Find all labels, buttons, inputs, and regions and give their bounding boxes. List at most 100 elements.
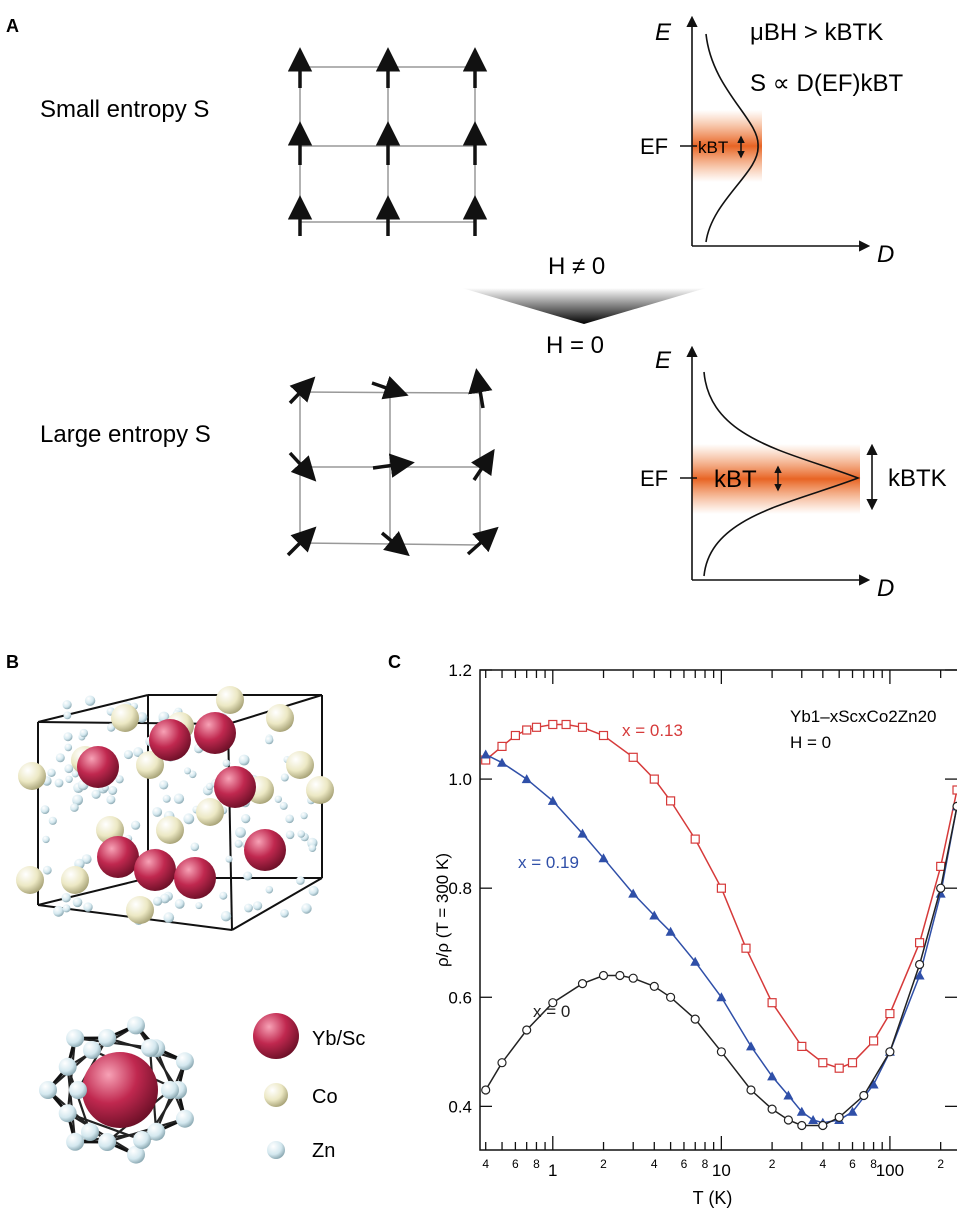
co-atom bbox=[286, 751, 314, 779]
zn-atom bbox=[243, 871, 253, 881]
panel-b-label: B bbox=[6, 652, 19, 672]
zn-atom bbox=[159, 780, 169, 790]
data-point bbox=[522, 1025, 532, 1035]
data-point bbox=[522, 725, 532, 735]
zn-atom bbox=[42, 865, 52, 875]
crystal-structure bbox=[16, 686, 334, 931]
zn-atom bbox=[53, 905, 64, 917]
data-point bbox=[548, 998, 558, 1008]
co-atom bbox=[136, 751, 164, 779]
zn-atom bbox=[235, 827, 246, 838]
zn-atom bbox=[265, 735, 274, 745]
zn-atom bbox=[301, 903, 312, 914]
data-point bbox=[796, 1106, 807, 1116]
field-zero-label: H = 0 bbox=[546, 332, 604, 359]
data-point bbox=[859, 1090, 869, 1101]
data-point bbox=[481, 1085, 491, 1095]
x-tick-label: 10 bbox=[712, 1161, 731, 1180]
x-tick-label: 6 bbox=[849, 1157, 856, 1171]
plot-frame bbox=[479, 669, 957, 1151]
atom-legend: Yb/Sc Co Zn bbox=[253, 1013, 365, 1162]
data-point bbox=[914, 970, 925, 980]
data-point bbox=[746, 1085, 756, 1095]
data-point bbox=[716, 1047, 727, 1057]
zn-atom bbox=[173, 793, 185, 804]
yb-sc-atom bbox=[77, 746, 119, 788]
zn-atom bbox=[42, 835, 50, 844]
data-point bbox=[914, 938, 925, 948]
zn-atom bbox=[219, 891, 228, 900]
cage-center-yb bbox=[82, 1052, 158, 1128]
x-tick-label: 8 bbox=[702, 1157, 709, 1171]
x-tick-label: 2 bbox=[937, 1157, 944, 1171]
panel-a: A Small entropy S Large entropy S bbox=[6, 15, 947, 602]
yb-sc-atom bbox=[244, 829, 286, 871]
data-point bbox=[936, 861, 946, 872]
data-point bbox=[797, 1120, 807, 1131]
panel-c-label: C bbox=[388, 652, 401, 672]
thermal-energy-label: kBT bbox=[714, 466, 757, 493]
zn-atom bbox=[72, 794, 83, 806]
dos-diagram-polarized: μBH > kBTK S ∝ D(EF)kBT E D EF kBT bbox=[640, 15, 903, 268]
data-point bbox=[936, 883, 946, 893]
zn-atom bbox=[62, 904, 71, 913]
zn-atom bbox=[83, 902, 93, 912]
data-point bbox=[767, 1071, 778, 1081]
yb-sc-atom bbox=[149, 719, 191, 761]
zn-atom bbox=[184, 767, 191, 775]
zn-atom bbox=[71, 770, 80, 778]
zn-atom bbox=[64, 764, 74, 774]
zn-atom bbox=[40, 805, 50, 814]
fermi-level-label: EF bbox=[640, 134, 668, 159]
zn-atom bbox=[115, 775, 124, 784]
zn-atom bbox=[64, 743, 73, 752]
zn-atom bbox=[308, 844, 317, 852]
data-point bbox=[649, 981, 659, 992]
zn-atom bbox=[274, 795, 282, 803]
data-point bbox=[868, 1079, 879, 1089]
zn-atom bbox=[188, 770, 197, 779]
data-point bbox=[783, 1090, 794, 1100]
x-tick-label: 6 bbox=[512, 1157, 519, 1171]
data-point bbox=[808, 1115, 819, 1124]
y-tick-label: 0.6 bbox=[448, 988, 472, 1007]
yb-sc-atom bbox=[214, 766, 256, 808]
data-point bbox=[598, 970, 609, 981]
cage-zn-atom bbox=[58, 1104, 77, 1123]
panel-a-label: A bbox=[6, 16, 19, 36]
data-point bbox=[716, 992, 727, 1002]
dos-curve bbox=[705, 33, 759, 243]
co-atom bbox=[126, 896, 154, 924]
co-atom bbox=[266, 704, 294, 732]
cage-zn-atom bbox=[69, 1081, 87, 1099]
zn-atom bbox=[84, 695, 96, 706]
legend-item-co: Co bbox=[264, 1083, 338, 1108]
cage-zn-atom bbox=[58, 1057, 77, 1076]
x-tick-label: 4 bbox=[819, 1157, 826, 1171]
yb-sc-atom bbox=[97, 836, 139, 878]
data-point bbox=[547, 795, 558, 805]
data-point bbox=[847, 1058, 858, 1068]
condition-label: μBH > kBTK bbox=[750, 19, 883, 46]
energy-axis-label: E bbox=[655, 347, 672, 374]
zn-atom bbox=[131, 820, 141, 830]
zn-atom bbox=[280, 909, 289, 918]
zn-atom bbox=[70, 803, 79, 812]
unit-cell-edge bbox=[37, 877, 149, 906]
data-point bbox=[690, 834, 700, 844]
zn-atom bbox=[265, 885, 274, 894]
x-tick-label: 100 bbox=[876, 1161, 904, 1180]
zn-atom bbox=[163, 912, 175, 923]
cage-bond bbox=[67, 1112, 143, 1142]
cage-bond bbox=[135, 1024, 179, 1091]
y-tick-label: 1.0 bbox=[448, 770, 472, 789]
zn-atom bbox=[285, 830, 295, 840]
co-atom bbox=[111, 704, 139, 732]
zn-atom bbox=[244, 903, 253, 913]
cage-bond bbox=[67, 1112, 137, 1156]
series-line bbox=[485, 753, 957, 1124]
zn-atom bbox=[153, 896, 163, 906]
y-axis-label: ρ/ρ (T = 300 K) bbox=[433, 853, 452, 967]
